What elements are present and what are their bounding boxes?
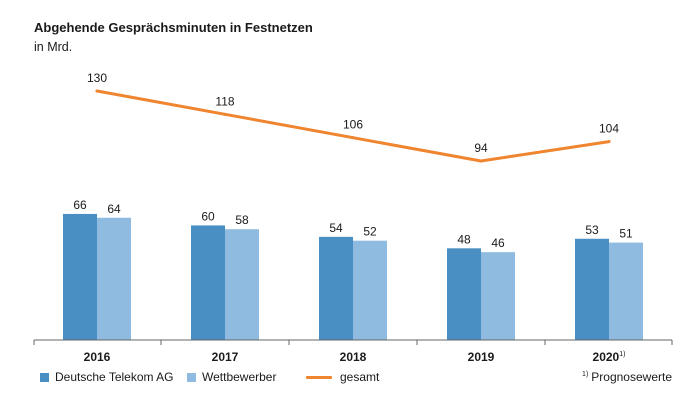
bar-label-telekom-2018: 54 — [329, 221, 343, 235]
legend-item-competitor: Wettbewerber — [187, 370, 276, 384]
bar-label-competitor-2016: 64 — [107, 202, 121, 216]
footnote: 1) Prognosewerte — [582, 370, 672, 384]
line-point-total-2019 — [479, 159, 483, 163]
line-label-total-2016: 130 — [87, 71, 107, 85]
chart-subtitle: in Mrd. — [34, 40, 73, 54]
bar-telekom-2017 — [191, 225, 225, 340]
x-tick-label-2017: 2017 — [212, 350, 239, 364]
bar-competitor-2020 — [609, 242, 643, 340]
legend-swatch-competitor — [187, 372, 196, 382]
bar-label-telekom-2017: 60 — [201, 209, 215, 223]
legend-label-telekom: Deutsche Telekom AG — [55, 370, 174, 384]
legend-label-competitor: Wettbewerber — [202, 370, 277, 384]
bar-telekom-2019 — [447, 248, 481, 340]
bar-telekom-2020 — [575, 238, 609, 340]
legend-label-total: gesamt — [340, 370, 380, 384]
legend-swatch-total — [306, 375, 332, 379]
bar-label-telekom-2016: 66 — [73, 198, 87, 212]
line-point-total-2016 — [95, 89, 99, 93]
legend-item-total: gesamt — [306, 370, 379, 384]
x-tick-label-2016: 2016 — [84, 350, 111, 364]
bar-competitor-2017 — [225, 229, 259, 340]
line-point-total-2020 — [607, 140, 611, 144]
bar-label-telekom-2020: 53 — [585, 223, 599, 237]
line-label-total-2019: 94 — [474, 141, 488, 155]
bar-label-competitor-2019: 46 — [491, 236, 505, 250]
bar-telekom-2016 — [63, 213, 97, 340]
x-tick-label-2020: 20201) — [593, 350, 626, 364]
bar-label-competitor-2020: 51 — [619, 227, 633, 241]
legend-swatch-telekom — [40, 372, 49, 382]
line-point-total-2018 — [351, 136, 355, 140]
line-point-total-2017 — [223, 112, 227, 116]
footnote-text: Prognosewerte — [591, 370, 672, 384]
bar-label-telekom-2019: 48 — [457, 232, 471, 246]
x-tick-label-2018: 2018 — [340, 350, 367, 364]
bar-label-competitor-2017: 58 — [235, 213, 249, 227]
chart-title: Abgehende Gesprächsminuten in Festnetzen — [34, 20, 313, 35]
bar-telekom-2018 — [319, 236, 353, 340]
bar-competitor-2016 — [97, 217, 131, 340]
line-label-total-2020: 104 — [599, 122, 619, 136]
line-label-total-2018: 106 — [343, 118, 363, 132]
x-tick-label-2019: 2019 — [468, 350, 495, 364]
legend-item-telekom: Deutsche Telekom AG — [40, 370, 174, 384]
footnote-marker: 1) — [582, 371, 589, 378]
bar-label-competitor-2018: 52 — [363, 225, 377, 239]
line-label-total-2017: 118 — [215, 94, 234, 108]
bar-competitor-2019 — [481, 252, 515, 340]
bar-competitor-2018 — [353, 240, 387, 340]
